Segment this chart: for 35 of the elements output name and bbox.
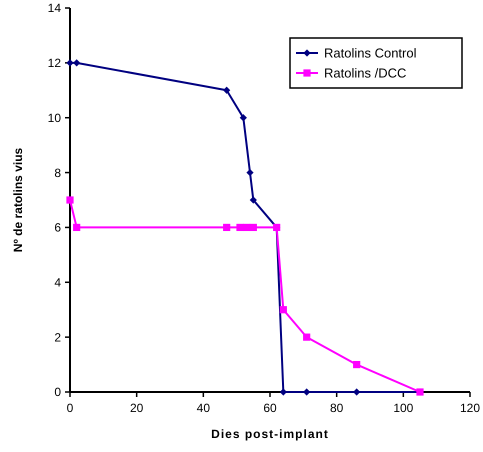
x-tick-label: 60 — [263, 401, 277, 415]
point — [250, 196, 257, 204]
point — [73, 59, 80, 66]
y-tick-label: 6 — [54, 220, 62, 235]
y-tick-label: 2 — [54, 330, 62, 344]
point — [223, 224, 230, 232]
point — [303, 388, 310, 396]
x-tick-label: 120 — [460, 401, 480, 415]
y-tick-label: 0 — [54, 385, 62, 400]
point — [246, 168, 254, 176]
point — [66, 196, 74, 204]
point — [353, 360, 360, 368]
y-tick-label: 14 — [48, 1, 62, 16]
y-axis-title: Nº de ratolins vius — [11, 147, 25, 252]
legend-label: Ratolins /DCC — [324, 66, 406, 81]
y-tick-label: 10 — [48, 110, 62, 125]
point — [280, 388, 287, 396]
x-tick-label: 80 — [330, 401, 344, 415]
point — [240, 114, 247, 122]
point — [73, 224, 80, 232]
point — [353, 388, 360, 396]
x-tick-label: 100 — [393, 401, 414, 415]
x-tick-label: 20 — [130, 401, 144, 415]
point — [303, 334, 310, 341]
legend-label: Ratolins Control — [324, 46, 417, 61]
y-tick-label: 4 — [54, 275, 62, 290]
point — [223, 86, 230, 94]
y-tick-label: 12 — [48, 56, 62, 70]
point — [250, 224, 257, 232]
x-tick-label: 0 — [66, 401, 74, 415]
x-axis-title: Dies post-implant — [211, 427, 329, 441]
point — [66, 59, 74, 66]
point — [280, 306, 287, 314]
x-tick-label: 40 — [196, 401, 210, 415]
y-tick-label: 8 — [54, 166, 62, 180]
